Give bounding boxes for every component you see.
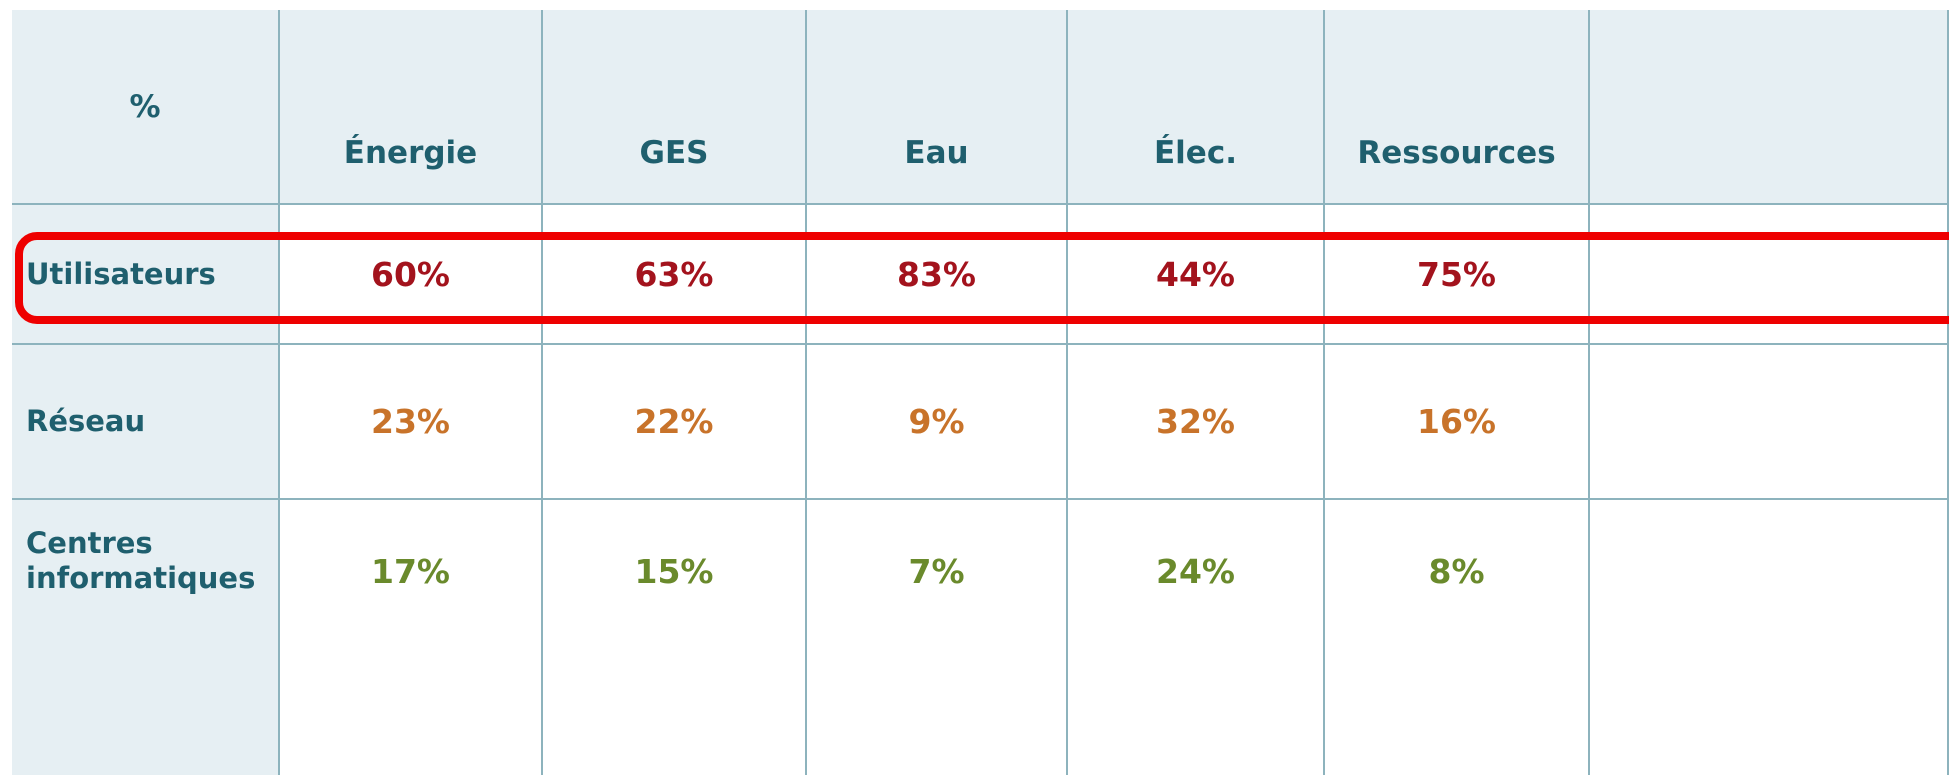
column-header: Eau bbox=[807, 10, 1068, 205]
corner-header: % bbox=[12, 10, 280, 205]
value-cell: 32% bbox=[1068, 345, 1325, 500]
column-header: Énergie bbox=[280, 10, 543, 205]
value-cell: 75% bbox=[1325, 205, 1590, 345]
value-cell: 22% bbox=[543, 345, 807, 500]
empty-cell bbox=[1590, 205, 1949, 345]
value-cell: 16% bbox=[1325, 345, 1590, 500]
column-header: Ressources bbox=[1325, 10, 1590, 205]
value-cell: 23% bbox=[280, 345, 543, 500]
value-cell: 44% bbox=[1068, 205, 1325, 345]
empty-cell bbox=[1590, 500, 1949, 775]
empty-cell bbox=[1590, 345, 1949, 500]
value-cell: 15% bbox=[543, 500, 807, 775]
highlight-box bbox=[15, 232, 1949, 324]
value-cell: 7% bbox=[807, 500, 1068, 775]
value-cell: 8% bbox=[1325, 500, 1590, 775]
value-cell: 9% bbox=[807, 345, 1068, 500]
value-cell: 83% bbox=[807, 205, 1068, 345]
value-cell: 60% bbox=[280, 205, 543, 345]
value-cell: 63% bbox=[543, 205, 807, 345]
row-label: Centres informatiques bbox=[12, 500, 280, 775]
value-cell: 17% bbox=[280, 500, 543, 775]
value-cell: 24% bbox=[1068, 500, 1325, 775]
empty-header bbox=[1590, 10, 1949, 205]
row-label: Réseau bbox=[12, 345, 280, 500]
column-header: Élec. bbox=[1068, 10, 1325, 205]
column-header: GES bbox=[543, 10, 807, 205]
